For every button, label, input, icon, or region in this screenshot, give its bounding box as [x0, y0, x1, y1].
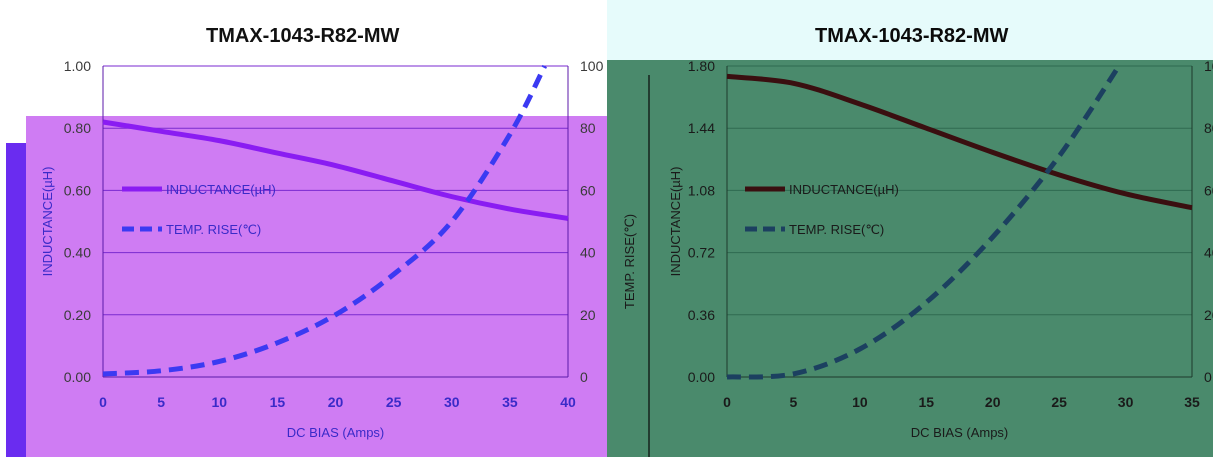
y-tick-label: 1.00	[64, 58, 91, 74]
x-tick-label: 25	[1051, 394, 1067, 410]
legend-label: TEMP. RISE(℃)	[789, 222, 884, 237]
y-tick-label: 0.80	[64, 120, 91, 136]
x-tick-label: 25	[386, 394, 402, 410]
y-tick-label: 1.80	[688, 58, 715, 74]
plot-border	[648, 75, 650, 457]
legend-label: INDUCTANCE(µH)	[789, 182, 899, 197]
y-tick-label: 0.36	[688, 307, 715, 323]
y-tick-label: 0.00	[64, 369, 91, 385]
x-tick-label: 35	[1184, 394, 1200, 410]
x-tick-label: 0	[723, 394, 731, 410]
y2-tick-label: 80	[580, 120, 596, 136]
plot-background	[26, 116, 607, 457]
chart-left-svg: 0.00 0.20 0.40 0.60 0.80 1.00 0 20 40 60 80 100 0 5 10…	[40, 58, 604, 440]
chart-panel-right: 0.00 0.36 0.72 1.08 1.44 1.80 0 20 40 60 80 100 0 5 10…	[607, 0, 1213, 457]
chart-title: TMAX-1043-R82-MW	[815, 25, 1009, 47]
inductance-line	[102, 119, 569, 221]
y2-tick-label: 100	[1204, 58, 1213, 74]
y-tick-label: 0.40	[64, 245, 91, 261]
y2-tick-label: 0	[580, 369, 588, 385]
y2-tick-label: 20	[1204, 307, 1213, 323]
x-tick-label: 30	[444, 394, 460, 410]
x-tick-label: 15	[918, 394, 934, 410]
x-axis-title: DC BIAS (Amps)	[911, 425, 1009, 440]
y2-tick-label: 100	[580, 58, 604, 74]
x-axis-title: DC BIAS (Amps)	[287, 425, 385, 440]
temp-rise-line	[726, 64, 1122, 380]
y-tick-label: 1.44	[688, 120, 715, 136]
x-tick-label: 20	[328, 394, 344, 410]
y2-tick-label: 20	[580, 307, 596, 323]
y-axis-title: INDUCTANCE(µH)	[40, 167, 55, 277]
title-band	[607, 0, 1213, 60]
x-tick-label: 40	[560, 394, 576, 410]
y2-tick-label: 80	[1204, 120, 1213, 136]
x-tick-label: 5	[790, 394, 798, 410]
x-tick-label: 20	[985, 394, 1001, 410]
y2-axis-title: TEMP. RISE(℃)	[622, 214, 637, 309]
x-tick-label: 10	[852, 394, 868, 410]
x-tick-label: 10	[211, 394, 227, 410]
y2-tick-label: 60	[580, 182, 596, 198]
x-tick-label: 5	[157, 394, 165, 410]
x-tick-label: 35	[502, 394, 518, 410]
x-tick-label: 15	[270, 394, 286, 410]
y-tick-label: 0.20	[64, 307, 91, 323]
y-tick-label: 0.00	[688, 369, 715, 385]
y-tick-label: 0.60	[64, 182, 91, 198]
y2-tick-label: 40	[580, 245, 596, 261]
legend-label: INDUCTANCE(µH)	[166, 182, 276, 197]
chart-right-svg: 0.00 0.36 0.72 1.08 1.44 1.80 0 20 40 60 80 100 0 5 10…	[622, 58, 1213, 440]
y2-tick-label: 40	[1204, 245, 1213, 261]
chart-title: TMAX-1043-R82-MW	[206, 25, 400, 47]
temp-rise-line	[102, 64, 547, 377]
y-axis-title: INDUCTANCE(µH)	[668, 167, 683, 277]
chart-panel-left: 0.00 0.20 0.40 0.60 0.80 1.00 0 20 40 60 80 100 0 5 10…	[6, 25, 607, 457]
y2-tick-label: 0	[1204, 369, 1212, 385]
legend-label: TEMP. RISE(℃)	[166, 222, 261, 237]
x-tick-label: 0	[99, 394, 107, 410]
y-tick-label: 0.72	[688, 245, 715, 261]
y2-tick-label: 60	[1204, 182, 1213, 198]
x-tick-label: 30	[1118, 394, 1134, 410]
inductance-line	[726, 73, 1193, 211]
side-stripe	[6, 143, 26, 457]
y-tick-label: 1.08	[688, 182, 715, 198]
